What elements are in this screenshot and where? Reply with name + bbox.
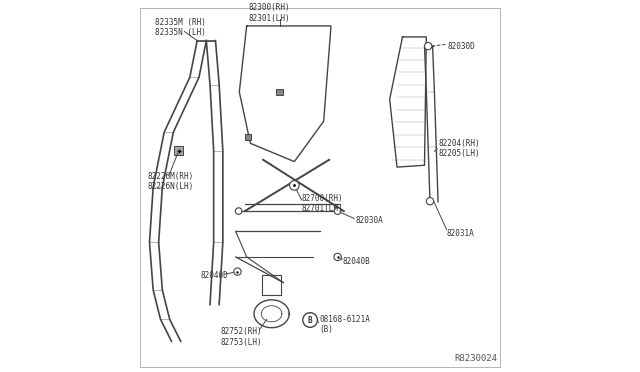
- Text: 82700(RH)
82701(LH): 82700(RH) 82701(LH): [301, 194, 343, 214]
- FancyBboxPatch shape: [245, 134, 251, 140]
- FancyBboxPatch shape: [175, 146, 183, 155]
- Text: B: B: [308, 315, 312, 324]
- Circle shape: [426, 198, 434, 205]
- Circle shape: [303, 313, 317, 327]
- FancyBboxPatch shape: [276, 89, 283, 95]
- Circle shape: [236, 208, 242, 214]
- Text: 82040D: 82040D: [201, 271, 228, 280]
- Text: 82031A: 82031A: [447, 229, 474, 238]
- Text: 82300(RH)
82301(LH): 82300(RH) 82301(LH): [248, 3, 290, 23]
- Circle shape: [334, 253, 341, 261]
- Circle shape: [234, 268, 241, 275]
- Text: 82030D: 82030D: [447, 42, 476, 51]
- Text: 82040B: 82040B: [343, 257, 371, 266]
- Text: 82030A: 82030A: [356, 216, 383, 225]
- Text: 82752(RH)
82753(LH): 82752(RH) 82753(LH): [221, 327, 262, 347]
- Text: 82335M (RH)
82335N (LH): 82335M (RH) 82335N (LH): [155, 18, 206, 38]
- Text: 82226M(RH)
82226N(LH): 82226M(RH) 82226N(LH): [148, 172, 194, 192]
- Text: 82204(RH)
82205(LH): 82204(RH) 82205(LH): [438, 139, 480, 158]
- Text: R8230024: R8230024: [455, 354, 498, 363]
- Circle shape: [424, 42, 432, 50]
- Circle shape: [289, 181, 299, 190]
- Text: 08168-6121A
(B): 08168-6121A (B): [319, 315, 370, 334]
- Circle shape: [334, 208, 341, 214]
